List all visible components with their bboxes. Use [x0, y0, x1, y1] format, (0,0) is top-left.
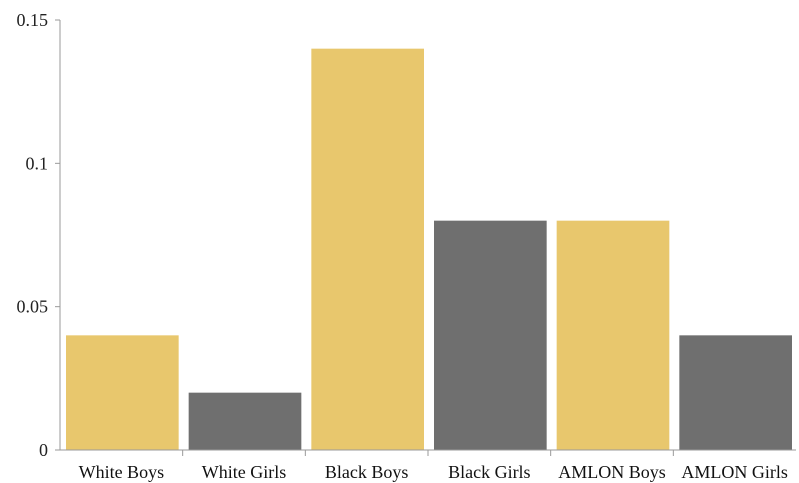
y-tick-label: 0.1 — [26, 153, 49, 173]
y-tick-label: 0.05 — [17, 297, 49, 317]
x-axis: White Boys White Girls Black Boys Black Gir… — [60, 449, 796, 482]
x-tick-label: AMLON Boys — [558, 462, 666, 482]
y-axis: 0 0.05 0.1 0.15 — [17, 10, 61, 460]
bars — [66, 48, 792, 451]
bar-white-girls — [188, 392, 302, 450]
y-tick-label: 0 — [39, 440, 48, 460]
x-tick-label: AMLON Girls — [681, 462, 788, 482]
bar-black-girls — [434, 220, 547, 450]
x-tick-label: White Girls — [202, 462, 286, 482]
bar-amlon-girls — [679, 335, 792, 450]
x-tick-label: Black Girls — [448, 462, 531, 482]
bar-white-boys — [66, 335, 179, 450]
x-tick-label: Black Boys — [325, 462, 409, 482]
y-tick-label: 0.15 — [17, 10, 49, 30]
x-tick-label: White Boys — [79, 462, 165, 482]
bar-black-boys — [311, 48, 424, 451]
bar-amlon-boys — [556, 220, 670, 450]
